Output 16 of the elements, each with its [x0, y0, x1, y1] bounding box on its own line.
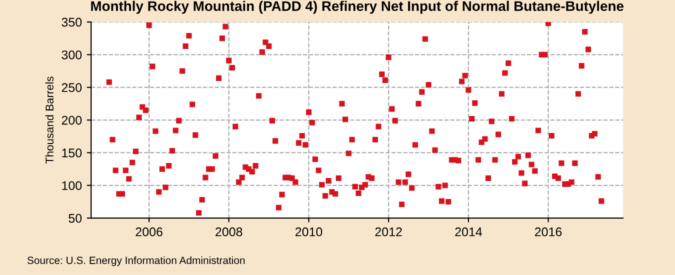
y-tick-label: 300 — [62, 50, 82, 60]
y-tick-label: 150 — [62, 148, 82, 158]
source-note: Source: U.S. Energy Information Administration — [27, 256, 245, 266]
x-tick-label: 2008 — [216, 227, 242, 236]
y-tick-label: 100 — [62, 181, 82, 190]
x-tick-label: 2016 — [534, 227, 562, 236]
chart-title: Monthly Rocky Mountain (PADD 4) Refinery Net Input of Normal Butane-Butylene — [91, 0, 624, 14]
x-tick-label: 2012 — [375, 227, 402, 236]
y-tick-label: 200 — [62, 116, 82, 125]
y-axis-title: Thousand Barrels — [45, 76, 54, 164]
y-tick-label: 350 — [62, 18, 82, 27]
x-tick-label: 2014 — [455, 227, 482, 236]
x-tick-label: 2006 — [136, 227, 162, 236]
x-tick-label: 2010 — [295, 227, 322, 236]
y-tick-label: 250 — [62, 83, 82, 92]
y-tick-label: 50 — [68, 214, 82, 223]
